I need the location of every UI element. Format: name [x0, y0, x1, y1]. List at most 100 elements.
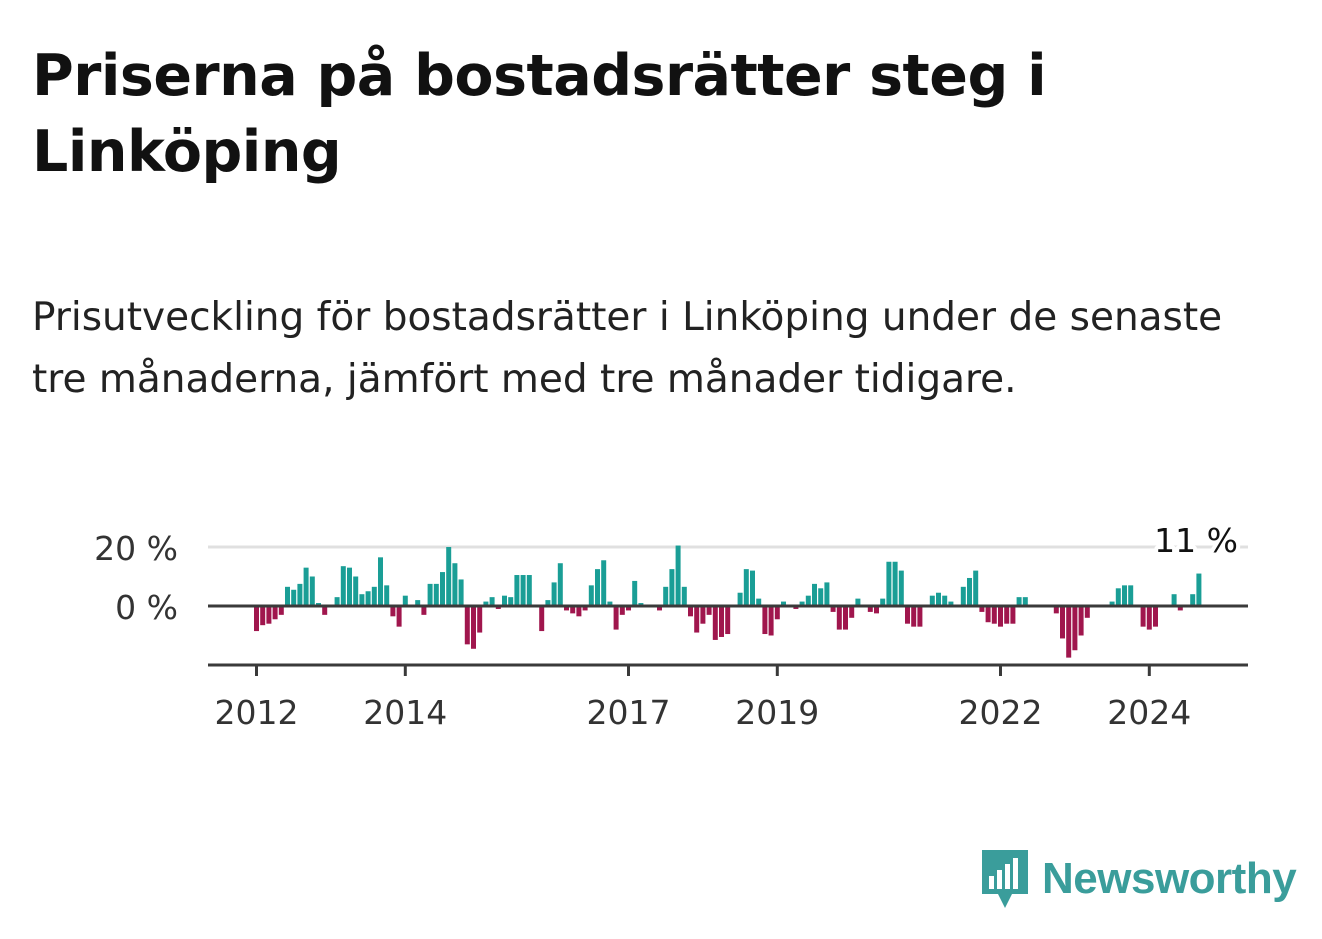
bar — [619, 606, 625, 615]
bar — [278, 606, 284, 615]
bar — [340, 566, 346, 606]
bar — [334, 597, 340, 606]
bar — [378, 557, 383, 606]
bar — [582, 606, 588, 611]
bar — [973, 570, 979, 606]
bar — [440, 572, 445, 606]
bar — [855, 598, 861, 606]
bar — [570, 606, 576, 614]
bar — [353, 576, 359, 606]
bar — [477, 606, 483, 633]
bar — [737, 592, 743, 606]
bar — [657, 606, 662, 611]
bar — [719, 606, 724, 637]
bar — [384, 585, 390, 606]
bar — [322, 606, 328, 615]
x-tick-label: 2022 — [959, 693, 1043, 732]
bar — [805, 595, 811, 606]
bar — [942, 595, 948, 606]
bar — [781, 601, 786, 606]
bar — [712, 606, 718, 640]
bar-chart: 20 % 0 % 2012 2014 2017 2019 2022 2024 11 % — [94, 517, 1248, 732]
bar — [1109, 601, 1115, 606]
bar — [998, 606, 1003, 627]
bar — [415, 600, 421, 606]
bar — [985, 606, 991, 623]
bar — [911, 606, 917, 627]
bar — [979, 606, 985, 612]
bar — [1146, 606, 1152, 630]
bar — [762, 606, 768, 635]
x-tick-label: 2012 — [215, 693, 299, 732]
bar — [551, 582, 557, 606]
bar — [539, 606, 545, 632]
bar — [520, 575, 526, 606]
bar — [452, 563, 458, 606]
bar — [601, 560, 607, 606]
bar — [557, 563, 563, 606]
bar — [1084, 606, 1090, 618]
bar — [545, 600, 551, 606]
chart-title: Priserna på bostadsrätter steg i Linköpi… — [32, 43, 1047, 185]
bar — [663, 586, 669, 606]
y-tick-label: 20 % — [94, 529, 178, 568]
bar — [799, 601, 805, 606]
bar — [818, 588, 824, 606]
bar — [898, 570, 904, 606]
bar — [266, 606, 272, 624]
bar — [1060, 606, 1065, 639]
bar — [688, 606, 693, 617]
bar — [1196, 573, 1202, 606]
bar — [285, 586, 290, 606]
bar — [402, 595, 408, 606]
bar — [396, 606, 402, 627]
bar — [291, 589, 297, 606]
bar — [508, 597, 514, 606]
bar — [421, 606, 427, 615]
bar — [874, 606, 879, 614]
bar — [694, 606, 700, 633]
bar — [371, 586, 377, 606]
bar — [929, 595, 935, 606]
bar — [588, 585, 594, 606]
bar — [917, 606, 923, 627]
bar — [892, 561, 898, 606]
bar — [843, 606, 848, 630]
bar — [427, 583, 433, 606]
bar — [1004, 606, 1010, 624]
bar — [1190, 594, 1196, 606]
bar — [626, 606, 631, 611]
bar — [905, 606, 910, 624]
x-tick-label: 2017 — [587, 693, 671, 732]
bar — [768, 606, 774, 636]
bar — [1053, 606, 1059, 614]
y-tick-label: 0 % — [115, 588, 178, 627]
bar — [576, 606, 582, 617]
bar — [836, 606, 842, 630]
bar — [446, 547, 452, 606]
bar — [254, 606, 259, 632]
bar — [1177, 606, 1183, 611]
bar — [880, 598, 886, 606]
bar — [725, 606, 731, 635]
x-tick-label: 2019 — [735, 693, 819, 732]
bar — [347, 567, 352, 606]
bar — [359, 594, 365, 606]
bar — [433, 583, 439, 606]
bar — [824, 582, 830, 606]
bar — [502, 595, 507, 606]
bar — [991, 606, 997, 624]
bar — [675, 545, 681, 606]
bar — [1078, 606, 1084, 636]
bar — [743, 569, 749, 606]
x-tick-label: 2014 — [363, 693, 447, 732]
bar — [365, 591, 371, 606]
bar — [750, 570, 755, 606]
bar — [1128, 585, 1134, 606]
bar — [526, 575, 532, 606]
bar — [1016, 597, 1022, 606]
bar — [1153, 606, 1158, 627]
bar — [867, 606, 873, 612]
bar — [830, 606, 836, 612]
bar — [595, 569, 600, 606]
